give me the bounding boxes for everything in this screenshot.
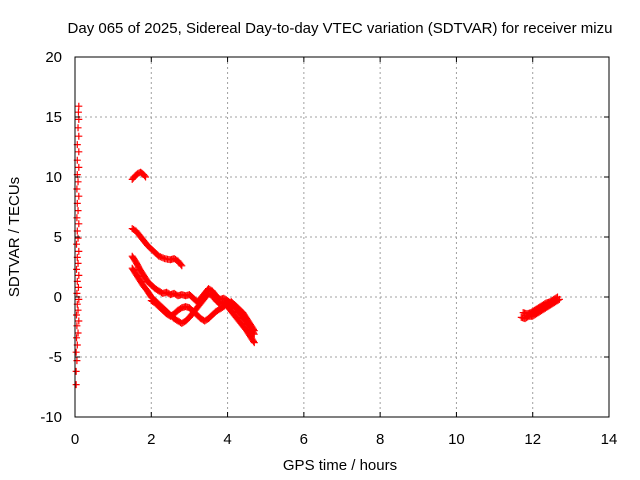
x-tick-label: 14 bbox=[601, 431, 618, 448]
data-point bbox=[552, 294, 560, 302]
data-point bbox=[177, 261, 185, 269]
data-point bbox=[141, 172, 149, 180]
data-point bbox=[75, 163, 83, 171]
x-tick-label: 12 bbox=[524, 431, 541, 448]
data-point bbox=[75, 247, 83, 255]
data-point bbox=[74, 329, 82, 337]
data-point bbox=[250, 327, 258, 335]
data-point bbox=[73, 289, 81, 297]
data-point bbox=[73, 214, 81, 222]
data-point bbox=[74, 259, 82, 267]
y-axis-ticks: -10 -5 0 5 10 15 20 bbox=[40, 49, 609, 426]
data-point bbox=[74, 108, 82, 116]
data-point bbox=[74, 234, 82, 242]
data-point bbox=[72, 367, 80, 375]
data-point bbox=[72, 348, 80, 356]
data-point bbox=[75, 271, 83, 279]
data-point bbox=[75, 220, 83, 228]
data-point bbox=[75, 148, 83, 156]
grid-lines bbox=[75, 57, 609, 417]
x-tick-label: 8 bbox=[376, 431, 384, 448]
data-point bbox=[250, 337, 258, 345]
data-points bbox=[72, 102, 563, 389]
data-point bbox=[73, 334, 81, 342]
data-point bbox=[178, 262, 186, 270]
x-axis-label: GPS time / hours bbox=[283, 457, 397, 474]
x-tick-label: 10 bbox=[448, 431, 465, 448]
y-tick-label: 10 bbox=[45, 169, 62, 186]
x-axis-ticks: 0 2 4 6 8 10 12 14 bbox=[71, 57, 618, 448]
y-axis-label: SDTVAR / TECUs bbox=[6, 177, 23, 297]
data-point bbox=[75, 132, 83, 140]
y-tick-label: 20 bbox=[45, 49, 62, 66]
data-point bbox=[74, 124, 82, 132]
chart-title: Day 065 of 2025, Sidereal Day-to-day VTE… bbox=[68, 20, 613, 37]
data-point bbox=[74, 283, 82, 291]
data-point bbox=[75, 192, 83, 200]
data-point bbox=[73, 185, 81, 193]
data-point bbox=[250, 325, 258, 333]
data-point bbox=[74, 207, 82, 215]
y-tick-label: 15 bbox=[45, 109, 62, 126]
y-tick-label: 0 bbox=[54, 289, 62, 306]
data-point bbox=[554, 293, 562, 301]
data-point bbox=[75, 317, 83, 325]
x-tick-label: 0 bbox=[71, 431, 79, 448]
x-tick-label: 6 bbox=[300, 431, 308, 448]
data-point bbox=[142, 173, 150, 181]
data-point bbox=[73, 265, 81, 273]
data-point bbox=[73, 240, 81, 248]
x-tick-label: 4 bbox=[223, 431, 231, 448]
data-point bbox=[74, 306, 82, 314]
y-tick-label: 5 bbox=[54, 229, 62, 246]
y-tick-label: -5 bbox=[49, 349, 62, 366]
data-point bbox=[73, 311, 81, 319]
data-point bbox=[250, 339, 258, 347]
data-point bbox=[73, 357, 81, 365]
x-tick-label: 2 bbox=[147, 431, 155, 448]
data-point bbox=[74, 178, 82, 186]
data-point bbox=[75, 102, 83, 110]
data-point bbox=[72, 381, 80, 389]
y-tick-label: -10 bbox=[40, 409, 62, 426]
